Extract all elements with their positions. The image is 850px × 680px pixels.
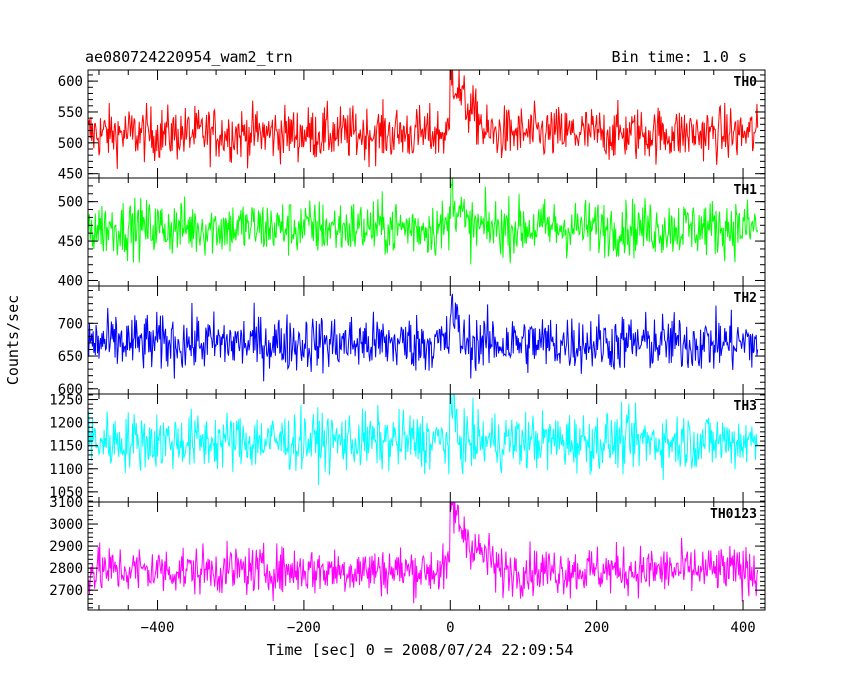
series-line-th0123 — [88, 502, 759, 604]
y-tick-label: 600 — [58, 382, 83, 398]
panel-th3: 1050 1100 1150 1200 1250 TH3 — [49, 393, 766, 503]
x-axis: −400 −200 0 200 400 — [141, 620, 756, 636]
series-line-th0 — [88, 70, 759, 169]
x-axis-label: Time [sec] 0 = 2008/07/24 22:09:54 — [266, 641, 573, 659]
series-line-th3 — [88, 394, 759, 485]
panel-label-th1: TH1 — [734, 183, 758, 198]
y-tick-label: 1250 — [49, 393, 83, 409]
series-line-th2 — [88, 293, 759, 382]
y-tick-label: 1100 — [49, 462, 83, 478]
y-tick-label: 550 — [58, 105, 83, 121]
y-tick-label: 3100 — [49, 495, 83, 511]
y-tick-label: 450 — [58, 167, 83, 183]
y-axis-label: Counts/sec — [4, 295, 22, 385]
panel-label-th2: TH2 — [734, 291, 757, 306]
chart-title: ae080724220954_wam2_trn — [85, 48, 293, 66]
panel-label-th0: TH0 — [734, 75, 758, 90]
y-tick-label: 2700 — [49, 583, 83, 599]
y-tick-label: 650 — [58, 349, 83, 365]
panel-th0: 450 500 550 600 TH0 — [58, 69, 766, 183]
series-line-th1 — [88, 178, 759, 265]
y-tick-label: 3000 — [49, 517, 83, 533]
x-tick-label: 400 — [730, 620, 755, 636]
panels-group: 450 500 550 600 TH0 400 450 500 TH1 600 650 700 TH2 1… — [49, 69, 766, 611]
y-tick-label: 600 — [58, 74, 83, 90]
panel-th0123: 2700 2800 2900 3000 3100 TH0123 — [49, 495, 766, 611]
x-tick-label: −200 — [287, 620, 321, 636]
y-tick-label: 500 — [58, 195, 83, 211]
x-tick-label: −400 — [141, 620, 175, 636]
panel-label-th0123: TH0123 — [710, 507, 757, 522]
panel-label-th3: TH3 — [734, 399, 757, 414]
bin-time-label: Bin time: 1.0 s — [612, 48, 747, 66]
panel-th2: 600 650 700 TH2 — [58, 285, 766, 398]
x-tick-label: 200 — [584, 620, 609, 636]
y-tick-label: 450 — [58, 234, 83, 250]
panel-frame — [87, 501, 766, 611]
y-tick-label: 2800 — [49, 561, 83, 577]
x-tick-label: 0 — [446, 620, 454, 636]
panel-th1: 400 450 500 TH1 — [58, 177, 766, 289]
y-tick-label: 400 — [58, 273, 83, 289]
y-tick-label: 500 — [58, 136, 83, 152]
y-tick-label: 700 — [58, 316, 83, 332]
y-tick-label: 1050 — [49, 485, 83, 501]
y-tick-label: 1150 — [49, 439, 83, 455]
y-tick-label: 1200 — [49, 416, 83, 432]
y-tick-label: 2900 — [49, 539, 83, 555]
